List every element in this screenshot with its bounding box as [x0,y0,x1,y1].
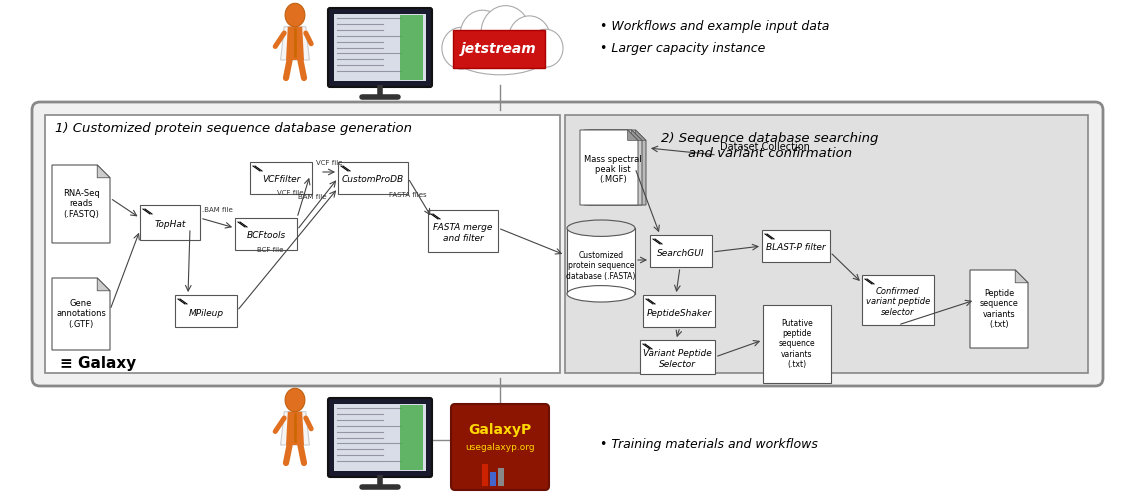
Text: Putative
peptide
sequence
variants
(.txt): Putative peptide sequence variants (.txt… [779,318,815,370]
Text: 1) Customized protein sequence database generation: 1) Customized protein sequence database … [54,122,412,135]
Polygon shape [52,165,110,243]
FancyBboxPatch shape [334,14,426,81]
Ellipse shape [528,29,563,67]
Text: .BAM file: .BAM file [202,207,233,213]
FancyBboxPatch shape [328,398,432,477]
FancyBboxPatch shape [565,115,1088,373]
FancyBboxPatch shape [235,218,297,250]
Text: BAM file: BAM file [297,194,326,200]
Text: MPileup: MPileup [188,308,224,318]
Text: Gene
annotations
(.GTF): Gene annotations (.GTF) [56,299,106,329]
Ellipse shape [508,16,550,62]
FancyBboxPatch shape [250,162,312,194]
FancyBboxPatch shape [45,115,560,373]
Polygon shape [970,270,1028,348]
Text: PeptideShaker: PeptideShaker [646,308,712,318]
Text: Dataset Collection: Dataset Collection [720,142,810,152]
Text: CustomProDB: CustomProDB [342,176,404,184]
Text: RNA-Seq
reads
(.FASTQ): RNA-Seq reads (.FASTQ) [62,189,100,219]
Text: BCFtools: BCFtools [246,232,286,240]
Ellipse shape [568,220,634,236]
FancyBboxPatch shape [763,305,831,383]
Ellipse shape [481,6,530,59]
Polygon shape [631,130,642,140]
Bar [498,468,504,486]
Bar [482,464,488,486]
Polygon shape [280,412,310,445]
Text: Peptide
sequence
variants
(.txt): Peptide sequence variants (.txt) [980,289,1018,329]
FancyBboxPatch shape [32,102,1103,386]
Polygon shape [585,130,642,205]
FancyBboxPatch shape [401,405,423,470]
Text: ≡ Galaxy: ≡ Galaxy [60,356,136,371]
Polygon shape [588,130,646,205]
FancyBboxPatch shape [140,205,200,240]
Polygon shape [280,26,310,60]
Polygon shape [1015,270,1028,283]
FancyBboxPatch shape [334,404,426,471]
Text: FASTA merge
and filter: FASTA merge and filter [434,224,493,242]
Ellipse shape [285,4,305,26]
FancyBboxPatch shape [328,8,432,87]
Text: VCFfilter: VCFfilter [262,176,300,184]
FancyBboxPatch shape [453,30,545,68]
Text: VCF file: VCF file [277,190,303,196]
Polygon shape [580,130,638,205]
Text: SearchGUI: SearchGUI [657,248,705,258]
Text: GalaxyP: GalaxyP [469,423,531,437]
FancyBboxPatch shape [640,340,715,374]
Bar [490,472,496,486]
Text: • Larger capacity instance: • Larger capacity instance [600,42,765,55]
FancyBboxPatch shape [175,295,237,327]
FancyBboxPatch shape [428,210,498,252]
Text: 2) Sequence database searching
and variant confirmation: 2) Sequence database searching and varia… [662,132,878,160]
FancyBboxPatch shape [338,162,407,194]
Polygon shape [286,412,304,445]
Ellipse shape [451,33,549,75]
FancyBboxPatch shape [861,275,934,325]
FancyBboxPatch shape [568,228,634,294]
Text: BCF file: BCF file [257,247,284,253]
Ellipse shape [285,388,305,411]
Text: • Training materials and workflows: • Training materials and workflows [600,438,818,451]
FancyBboxPatch shape [650,235,712,267]
Text: Confirmed
variant peptide
selector: Confirmed variant peptide selector [866,287,930,317]
Text: BLAST-P filter: BLAST-P filter [766,244,826,252]
Polygon shape [628,130,638,140]
FancyBboxPatch shape [644,295,715,327]
Polygon shape [98,165,110,178]
Text: jetstream: jetstream [461,42,537,56]
Polygon shape [52,278,110,350]
Text: • Workflows and example input data: • Workflows and example input data [600,20,830,33]
Text: TopHat: TopHat [154,220,186,229]
FancyBboxPatch shape [451,404,549,490]
Polygon shape [636,130,646,140]
Text: Mass spectral
peak list
(.MGF): Mass spectral peak list (.MGF) [585,154,641,184]
Ellipse shape [568,286,634,302]
Text: VCF file: VCF file [316,160,343,166]
Polygon shape [98,278,110,291]
Text: Customized
protein sequence
database (.FASTA): Customized protein sequence database (.F… [566,251,636,281]
Polygon shape [286,26,304,60]
FancyBboxPatch shape [762,230,830,262]
Ellipse shape [442,28,481,69]
Ellipse shape [444,35,556,69]
Text: FASTA files: FASTA files [389,192,427,198]
FancyBboxPatch shape [401,15,423,80]
Ellipse shape [460,10,505,59]
Text: Variant Peptide
Selector: Variant Peptide Selector [644,350,712,368]
Text: usegalaxyp.org: usegalaxyp.org [465,444,535,452]
